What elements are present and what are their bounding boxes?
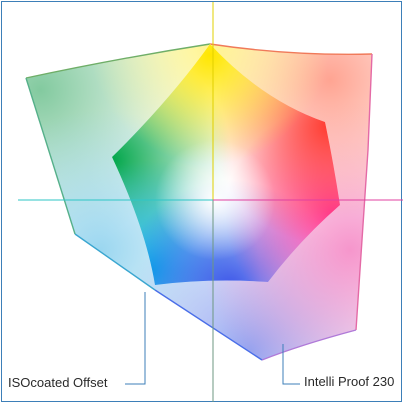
outer-gamut-label: Intelli Proof 230: [304, 374, 395, 389]
leader-line-inner: [125, 292, 146, 385]
leader-line-outer: [282, 344, 300, 385]
inner-gamut-label: ISOcoated Offset: [8, 375, 108, 390]
